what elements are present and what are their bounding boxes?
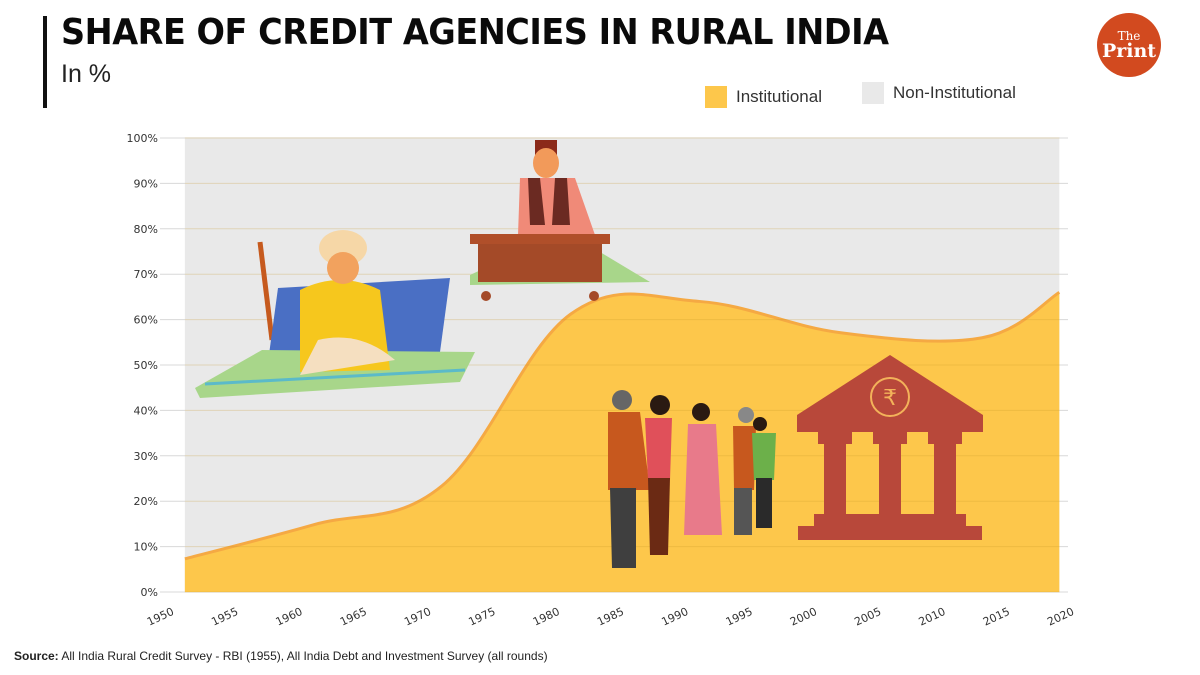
- source-label: Source:: [14, 649, 59, 663]
- x-tick-label: 1955: [209, 605, 240, 629]
- source-note: Source: All India Rural Credit Survey - …: [14, 649, 548, 663]
- x-tick-label: 2010: [917, 605, 948, 629]
- y-tick-label: 40%: [134, 404, 158, 417]
- bank-building-illustration: ₹: [797, 355, 983, 540]
- chart-title: SHARE OF CREDIT AGENCIES IN RURAL INDIA: [61, 12, 889, 53]
- institutional-line: [184, 291, 1061, 561]
- logo-line1: The: [1117, 28, 1141, 43]
- chart-legend: Institutional Non-Institutional: [705, 82, 1056, 108]
- x-tick-label: 2005: [852, 605, 883, 629]
- x-tick-label: 1990: [659, 605, 690, 629]
- legend-swatch-institutional: [705, 86, 727, 108]
- x-tick-label: 2020: [1045, 605, 1076, 629]
- title-accent-bar: [43, 16, 47, 108]
- x-tick-label: 1950: [145, 605, 176, 629]
- y-tick-label: 10%: [134, 541, 158, 554]
- legend-item-non-institutional: Non-Institutional: [862, 82, 1016, 104]
- x-tick-label: 1970: [402, 605, 433, 629]
- x-tick-label: 1975: [467, 605, 498, 629]
- rupee-icon: ₹: [883, 386, 897, 411]
- y-tick-label: 90%: [134, 177, 158, 190]
- y-tick-label: 70%: [134, 268, 158, 281]
- y-tick-label: 50%: [134, 359, 158, 372]
- people-queue-illustration: [608, 390, 776, 568]
- legend-item-institutional: Institutional: [705, 86, 822, 108]
- y-tick-label: 60%: [134, 314, 158, 327]
- x-axis: 1950 1955 1960 1965 1970 1975 1980 1985 1990 1995…: [145, 605, 1076, 629]
- theprint-logo: The Print: [1097, 13, 1161, 77]
- logo-line2: Print: [1101, 39, 1157, 62]
- y-tick-label: 30%: [134, 450, 158, 463]
- legend-label: Institutional: [736, 87, 822, 106]
- x-tick-label: 2015: [981, 605, 1012, 629]
- x-tick-label: 1960: [274, 605, 305, 629]
- y-tick-label: 100%: [127, 132, 158, 145]
- chart-subtitle: In %: [61, 60, 112, 88]
- legend-swatch-non-institutional: [862, 82, 884, 104]
- y-axis: 0% 10% 20% 30% 40% 50% 60% 70% 80% 90% 100%: [127, 132, 158, 599]
- y-tick-label: 0%: [141, 586, 158, 599]
- moneylender-seated-illustration: [195, 230, 475, 398]
- x-tick-label: 2000: [788, 605, 819, 629]
- y-tick-label: 80%: [134, 223, 158, 236]
- source-text: All India Rural Credit Survey - RBI (195…: [61, 649, 548, 663]
- x-tick-label: 1965: [338, 605, 369, 629]
- x-tick-label: 1995: [724, 605, 755, 629]
- x-tick-label: 1980: [531, 605, 562, 629]
- x-tick-label: 1985: [595, 605, 626, 629]
- legend-label: Non-Institutional: [893, 83, 1016, 102]
- y-tick-label: 20%: [134, 495, 158, 508]
- moneylender-desk-illustration: [470, 140, 650, 301]
